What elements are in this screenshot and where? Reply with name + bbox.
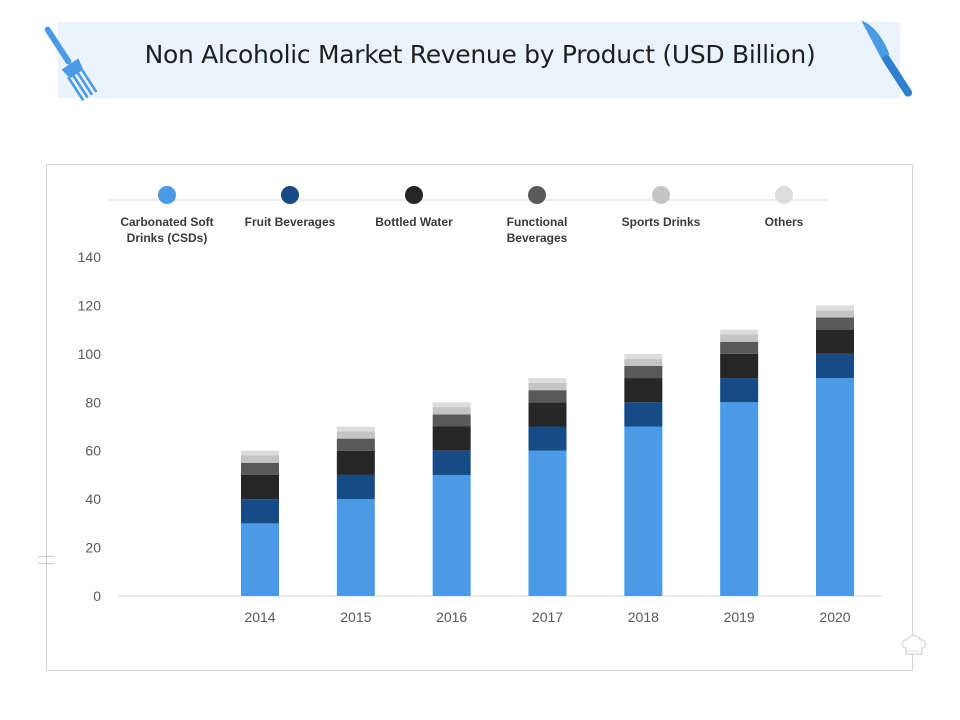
bar-segment-3 bbox=[816, 318, 854, 330]
bar-segment-1 bbox=[337, 475, 375, 499]
bar-segment-3 bbox=[433, 414, 471, 426]
legend-label-0: Carbonated Soft Drinks (CSDs) bbox=[120, 215, 213, 245]
y-tick-label: 140 bbox=[78, 249, 102, 265]
y-tick-label: 100 bbox=[78, 346, 102, 362]
bar-segment-2 bbox=[816, 330, 854, 354]
bar-segment-2 bbox=[433, 427, 471, 451]
bar-segment-0 bbox=[816, 378, 854, 596]
x-tick-label: 2015 bbox=[340, 609, 371, 625]
bar-segment-0 bbox=[433, 475, 471, 596]
bar-segment-4 bbox=[241, 456, 279, 463]
bar-segment-2 bbox=[337, 451, 375, 475]
bar-segment-1 bbox=[433, 451, 471, 475]
bar-segment-0 bbox=[241, 523, 279, 596]
bar-segment-2 bbox=[720, 354, 758, 378]
bar-segment-4 bbox=[816, 310, 854, 317]
y-tick-label: 80 bbox=[85, 394, 101, 410]
bar-segment-4 bbox=[337, 431, 375, 438]
bar-segment-4 bbox=[624, 359, 662, 366]
legend-marker-3 bbox=[528, 186, 546, 204]
stacked-bar-chart: 0 20 40 60 80 100 120 140 2014 2015 2016 2017 2018 20… bbox=[0, 0, 960, 720]
bar-segment-1 bbox=[529, 427, 567, 451]
bar-segment-2 bbox=[241, 475, 279, 499]
bar-segment-4 bbox=[433, 407, 471, 414]
legend-label-5: Others bbox=[765, 215, 804, 229]
bar-segment-5 bbox=[433, 402, 471, 407]
legend-label-4: Sports Drinks bbox=[622, 215, 701, 229]
bar-segment-5 bbox=[529, 378, 567, 383]
bar-segment-3 bbox=[241, 463, 279, 475]
y-tick-label: 120 bbox=[78, 297, 102, 313]
legend-label-1: Fruit Beverages bbox=[245, 215, 336, 229]
bar-segment-2 bbox=[529, 402, 567, 426]
bar-segment-0 bbox=[624, 427, 662, 597]
legend-marker-4 bbox=[652, 186, 670, 204]
bar-segment-5 bbox=[816, 305, 854, 310]
bar-segment-1 bbox=[816, 354, 854, 378]
legend-marker-5 bbox=[775, 186, 793, 204]
bar-segment-0 bbox=[529, 451, 567, 596]
bar-segment-2 bbox=[624, 378, 662, 402]
y-tick-label: 40 bbox=[85, 491, 101, 507]
x-tick-label: 2014 bbox=[244, 609, 275, 625]
bar-segment-3 bbox=[529, 390, 567, 402]
bar-segment-5 bbox=[241, 451, 279, 456]
bar-segment-5 bbox=[624, 354, 662, 359]
x-tick-label: 2018 bbox=[628, 609, 659, 625]
bar-segment-5 bbox=[720, 330, 758, 335]
legend-marker-1 bbox=[281, 186, 299, 204]
bar-segment-1 bbox=[720, 378, 758, 402]
bar-segment-4 bbox=[529, 383, 567, 390]
legend-label-3: Functional Beverages bbox=[507, 215, 568, 245]
bar-segment-1 bbox=[241, 499, 279, 523]
bar-segment-3 bbox=[720, 342, 758, 354]
bar-segment-0 bbox=[720, 402, 758, 596]
bar-segment-0 bbox=[337, 499, 375, 596]
bar-segment-4 bbox=[720, 334, 758, 341]
legend-label-2: Bottled Water bbox=[375, 215, 453, 229]
legend-marker-2 bbox=[405, 186, 423, 204]
bar-segment-3 bbox=[337, 439, 375, 451]
bar-segment-1 bbox=[624, 402, 662, 426]
y-tick-label: 20 bbox=[85, 540, 101, 556]
bar-segment-5 bbox=[337, 427, 375, 432]
x-tick-label: 2016 bbox=[436, 609, 467, 625]
y-tick-label: 0 bbox=[93, 588, 101, 604]
x-tick-label: 2019 bbox=[724, 609, 755, 625]
bar-segment-3 bbox=[624, 366, 662, 378]
y-tick-label: 60 bbox=[85, 443, 101, 459]
x-tick-label: 2017 bbox=[532, 609, 563, 625]
x-tick-label: 2020 bbox=[819, 609, 850, 625]
legend-marker-0 bbox=[158, 186, 176, 204]
